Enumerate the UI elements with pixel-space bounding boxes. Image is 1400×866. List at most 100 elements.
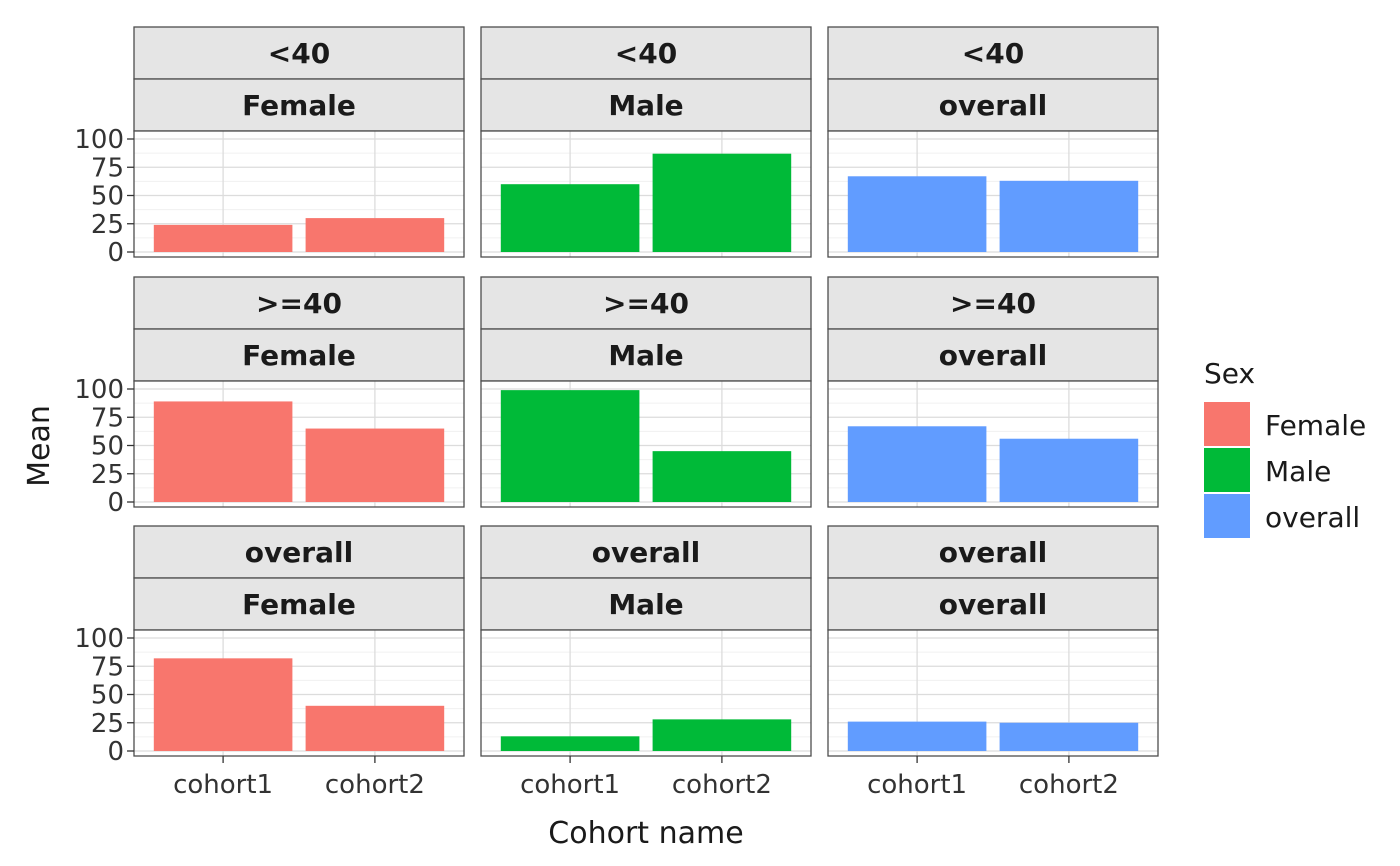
x-tick-label: cohort1 xyxy=(520,770,620,800)
y-tick-label: 25 xyxy=(91,709,124,739)
strip-age xyxy=(827,26,1159,80)
strip-age-label: >=40 xyxy=(256,287,342,320)
bar xyxy=(305,428,445,502)
x-tick-label: cohort2 xyxy=(672,770,772,800)
facet-panel: overall Male cohort1 cohort2 xyxy=(480,525,812,800)
y-tick-label: 0 xyxy=(107,238,124,268)
y-axis-title: Mean xyxy=(22,405,57,487)
strip-age-label: <40 xyxy=(962,37,1024,70)
x-tick-label: cohort1 xyxy=(173,770,273,800)
facet-panel: overall overall cohort1 cohort2 xyxy=(827,525,1159,800)
x-tick-label: cohort2 xyxy=(1019,770,1119,800)
strip-sex xyxy=(133,328,465,382)
legend: Sex Female Male overall xyxy=(1204,357,1366,538)
strip-sex-label: Female xyxy=(242,588,356,621)
y-tick-label: 50 xyxy=(91,432,124,462)
panel-border xyxy=(827,130,1159,258)
strip-age xyxy=(827,276,1159,330)
legend-key xyxy=(1204,448,1250,492)
strip-sex-label: Female xyxy=(242,339,356,372)
x-tick-label: cohort1 xyxy=(867,770,967,800)
strip-age xyxy=(480,276,812,330)
strip-sex-label: Male xyxy=(608,339,683,372)
strip-age-label: <40 xyxy=(615,37,677,70)
panel-border xyxy=(133,629,465,757)
strip-age xyxy=(133,276,465,330)
strip-sex xyxy=(480,328,812,382)
panel-border xyxy=(827,629,1159,757)
bar xyxy=(999,722,1139,751)
bar xyxy=(847,721,987,751)
bar xyxy=(999,438,1139,502)
legend-label: Female xyxy=(1265,409,1366,442)
bar xyxy=(652,719,792,751)
strip-age-label: >=40 xyxy=(603,287,689,320)
legend-key xyxy=(1204,494,1250,538)
strip-sex-label: Female xyxy=(242,89,356,122)
bar xyxy=(500,390,640,502)
legend-label: overall xyxy=(1265,501,1360,534)
legend-key xyxy=(1204,402,1250,446)
bar xyxy=(999,180,1139,252)
bar xyxy=(153,658,293,751)
bar xyxy=(305,218,445,252)
strip-sex xyxy=(133,577,465,631)
y-tick-label: 50 xyxy=(91,681,124,711)
panel-border xyxy=(480,629,812,757)
strip-age-label: overall xyxy=(592,536,700,569)
panel-border xyxy=(480,130,812,258)
strip-sex-label: overall xyxy=(939,339,1047,372)
bar xyxy=(652,451,792,502)
y-tick-label: 0 xyxy=(107,737,124,767)
y-tick-label: 50 xyxy=(91,182,124,212)
legend-label: Male xyxy=(1265,455,1331,488)
panel-border xyxy=(133,130,465,258)
x-tick-label: cohort2 xyxy=(325,770,425,800)
facet-panel: <40 Male xyxy=(480,26,812,258)
y-tick-label: 25 xyxy=(91,210,124,240)
facet-panel: <40 overall xyxy=(827,26,1159,258)
strip-sex-label: Male xyxy=(608,89,683,122)
strip-age-label: >=40 xyxy=(950,287,1036,320)
strip-age xyxy=(480,525,812,579)
y-tick-label: 75 xyxy=(91,153,124,183)
facet-panel: >=40 overall xyxy=(827,276,1159,508)
y-tick-label: 75 xyxy=(91,403,124,433)
strip-sex xyxy=(827,78,1159,132)
y-tick-label: 75 xyxy=(91,652,124,682)
legend-title: Sex xyxy=(1204,357,1255,390)
bar xyxy=(500,184,640,252)
strip-age xyxy=(480,26,812,80)
bar xyxy=(153,224,293,252)
bar xyxy=(847,426,987,502)
y-tick-label: 25 xyxy=(91,460,124,490)
y-tick-label: 0 xyxy=(107,488,124,518)
strip-age xyxy=(827,525,1159,579)
strip-sex xyxy=(133,78,465,132)
strip-sex xyxy=(827,577,1159,631)
strip-sex-label: Male xyxy=(608,588,683,621)
panel-border xyxy=(480,380,812,508)
strip-age xyxy=(133,26,465,80)
y-tick-label: 100 xyxy=(74,624,124,654)
strip-age-label: <40 xyxy=(268,37,330,70)
bar xyxy=(847,176,987,252)
strip-sex-label: overall xyxy=(939,89,1047,122)
bar xyxy=(652,153,792,252)
strip-age-label: overall xyxy=(245,536,353,569)
facet-panel: >=40 Male xyxy=(480,276,812,508)
panel-border xyxy=(827,380,1159,508)
bar xyxy=(500,736,640,751)
strip-sex xyxy=(480,78,812,132)
strip-sex xyxy=(480,577,812,631)
bar xyxy=(305,705,445,751)
strip-age-label: overall xyxy=(939,536,1047,569)
x-axis-title: Cohort name xyxy=(548,816,743,851)
y-tick-label: 100 xyxy=(74,375,124,405)
strip-sex-label: overall xyxy=(939,588,1047,621)
bar xyxy=(153,401,293,502)
